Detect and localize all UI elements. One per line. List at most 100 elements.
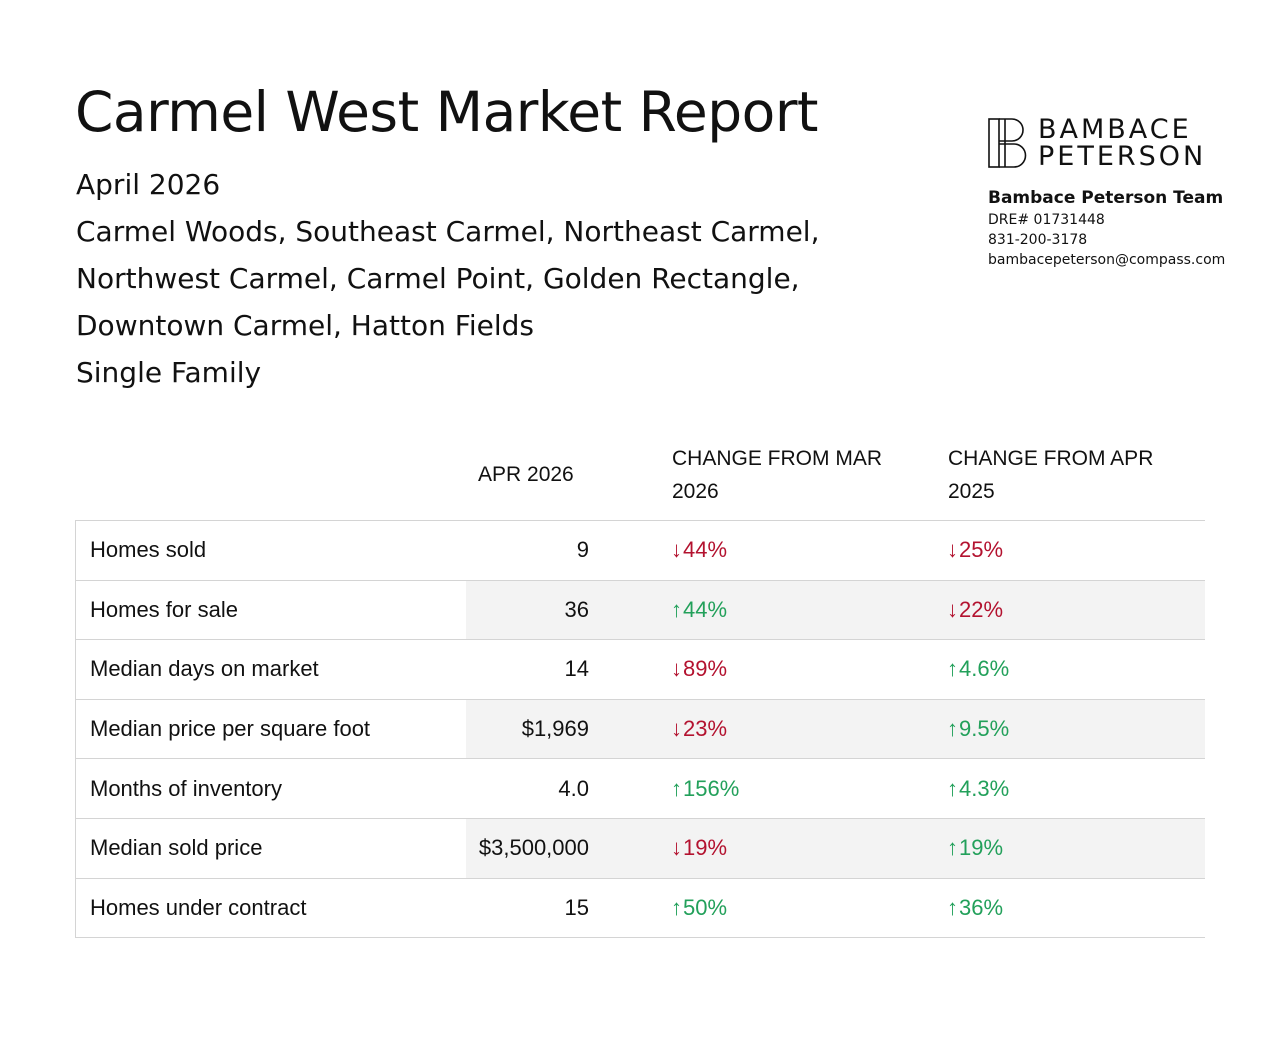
table-row: Months of inventory 4.0 ↑156% ↑4.3% — [75, 758, 1205, 819]
row-label: Homes sold — [75, 520, 466, 581]
arrow-down-icon: ↓ — [671, 835, 682, 861]
table-row: Median price per square foot $1,969 ↓23%… — [75, 698, 1205, 760]
change-year-cell: ↓25% — [881, 520, 1205, 581]
change-year-value: 4.3% — [959, 775, 1010, 801]
arrow-up-icon: ↑ — [947, 894, 958, 920]
change-year-value: 36% — [959, 894, 1004, 920]
report-period: April 2026 — [76, 168, 221, 201]
header-change-year-line-1: CHANGE FROM APR — [948, 447, 1154, 470]
change-month-cell: ↓44% — [605, 520, 881, 581]
change-year-cell: ↑9.5% — [881, 698, 1205, 760]
change-month: ↓19% — [671, 835, 727, 860]
arrow-up-icon: ↑ — [947, 716, 958, 742]
header-change-month-line-1: CHANGE FROM MAR — [672, 447, 882, 470]
change-year-cell: ↑4.3% — [881, 758, 1205, 819]
email-address: bambacepeterson@compass.com — [988, 252, 1226, 268]
arrow-up-icon: ↑ — [947, 835, 958, 861]
change-year-cell: ↑4.6% — [881, 639, 1205, 700]
row-label: Median sold price — [75, 817, 466, 879]
report-areas-line-1: Carmel Woods, Southeast Carmel, Northeas… — [76, 215, 820, 248]
logo-text-line-2: PETERSON — [1038, 141, 1207, 172]
change-year: ↓22% — [947, 597, 1003, 622]
change-month-cell: ↓23% — [605, 698, 881, 760]
change-month-cell: ↑50% — [605, 877, 881, 939]
change-year-value: 9.5% — [959, 716, 1010, 742]
table-row: Homes under contract 15 ↑50% ↑36% — [75, 877, 1205, 939]
arrow-up-icon: ↑ — [947, 775, 958, 801]
change-year: ↑9.5% — [947, 716, 1009, 741]
page-title: Carmel West Market Report — [75, 80, 819, 144]
arrow-up-icon: ↑ — [671, 894, 682, 920]
arrow-down-icon: ↓ — [671, 537, 682, 563]
row-label: Homes under contract — [75, 877, 466, 939]
arrow-up-icon: ↑ — [947, 656, 958, 682]
header-change-year-line-2: 2025 — [948, 480, 995, 503]
change-month-value: 44% — [683, 596, 728, 622]
arrow-down-icon: ↓ — [671, 656, 682, 682]
change-month-value: 50% — [683, 894, 728, 920]
header-change-month: CHANGE FROM MAR 2026 — [672, 442, 912, 508]
logo-mark-icon — [988, 118, 1027, 168]
table-row: Homes sold 9 ↓44% ↓25% — [75, 520, 1205, 581]
arrow-down-icon: ↓ — [671, 716, 682, 742]
change-month-value: 89% — [683, 656, 728, 682]
logo-text-line-1: BAMBACE — [1038, 114, 1192, 145]
change-month-cell: ↓89% — [605, 639, 881, 700]
change-month: ↑44% — [671, 597, 727, 622]
table-row: Median days on market 14 ↓89% ↑4.6% — [75, 639, 1205, 700]
change-month-cell: ↓19% — [605, 817, 881, 879]
team-name: Bambace Peterson Team — [988, 188, 1224, 208]
change-year-value: 22% — [959, 596, 1004, 622]
row-label: Median price per square foot — [75, 698, 466, 760]
change-year: ↑36% — [947, 895, 1003, 920]
table-row: Homes for sale 36 ↑44% ↓22% — [75, 579, 1205, 641]
row-value: 14 — [466, 639, 605, 700]
change-year-value: 4.6% — [959, 656, 1010, 682]
change-year-cell: ↑19% — [881, 817, 1205, 879]
change-month-value: 156% — [683, 775, 740, 801]
change-month-cell: ↑44% — [605, 579, 881, 641]
arrow-down-icon: ↓ — [947, 537, 958, 563]
change-year-value: 19% — [959, 835, 1004, 861]
change-year-cell: ↓22% — [881, 579, 1205, 641]
header-current-period: APR 2026 — [478, 463, 574, 486]
row-value: 36 — [466, 579, 605, 641]
report-areas-line-2: Northwest Carmel, Carmel Point, Golden R… — [76, 262, 800, 295]
row-value: 9 — [466, 520, 605, 581]
change-year-value: 25% — [959, 537, 1004, 563]
phone-number: 831-200-3178 — [988, 232, 1088, 248]
change-month: ↓89% — [671, 656, 727, 681]
change-year-cell: ↑36% — [881, 877, 1205, 939]
change-year: ↑4.6% — [947, 656, 1009, 681]
market-stats-table: Homes sold 9 ↓44% ↓25% Homes for sale 36… — [75, 520, 1205, 939]
change-month-value: 19% — [683, 835, 728, 861]
table-row: Median sold price $3,500,000 ↓19% ↑19% — [75, 817, 1205, 879]
arrow-down-icon: ↓ — [947, 596, 958, 622]
change-month-value: 44% — [683, 537, 728, 563]
arrow-up-icon: ↑ — [671, 596, 682, 622]
change-year: ↑4.3% — [947, 776, 1009, 801]
row-value: 15 — [466, 877, 605, 939]
change-month: ↓23% — [671, 716, 727, 741]
report-areas-line-3: Downtown Carmel, Hatton Fields — [76, 309, 534, 342]
row-label: Months of inventory — [75, 758, 466, 819]
brand-logo: BAMBACE PETERSON — [988, 114, 1208, 172]
contact-block: Bambace Peterson Team DRE# 01731448 831-… — [988, 188, 1225, 272]
row-label: Median days on market — [75, 639, 466, 700]
row-value: $1,969 — [466, 698, 605, 760]
property-type: Single Family — [76, 356, 262, 389]
change-month-cell: ↑156% — [605, 758, 881, 819]
row-label: Homes for sale — [75, 579, 466, 641]
header-change-month-line-2: 2026 — [672, 480, 719, 503]
header-change-year: CHANGE FROM APR 2025 — [948, 442, 1188, 508]
dre-number: DRE# 01731448 — [988, 212, 1105, 228]
table-header: APR 2026 CHANGE FROM MAR 2026 CHANGE FRO… — [0, 440, 1280, 520]
change-month-value: 23% — [683, 716, 728, 742]
row-value: 4.0 — [466, 758, 605, 819]
change-year: ↓25% — [947, 537, 1003, 562]
change-year: ↑19% — [947, 835, 1003, 860]
change-month: ↑50% — [671, 895, 727, 920]
row-value: $3,500,000 — [466, 817, 605, 879]
change-month: ↑156% — [671, 776, 739, 801]
change-month: ↓44% — [671, 537, 727, 562]
